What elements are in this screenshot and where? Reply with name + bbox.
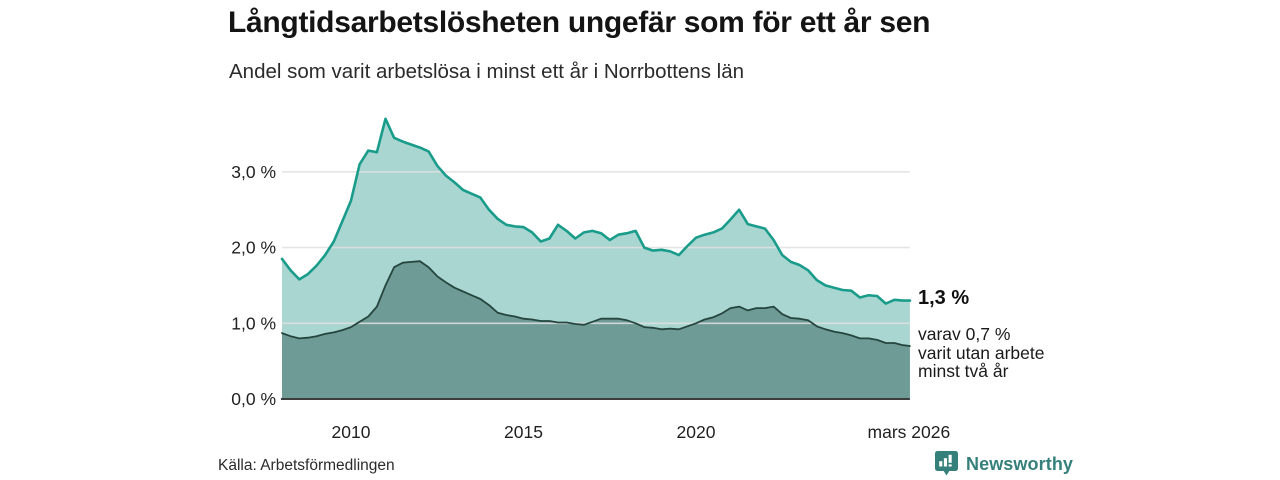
y-tick-label: 1,0 % bbox=[231, 313, 276, 333]
x-tick-label: 2010 bbox=[332, 422, 371, 442]
newsworthy-logo[interactable]: Newsworthy bbox=[934, 450, 1073, 478]
x-tick-label: 2015 bbox=[504, 422, 543, 442]
x-tick-label: 2020 bbox=[677, 422, 716, 442]
latest-value-sublabel: varav 0,7 % varit utan arbete minst två … bbox=[918, 325, 1044, 381]
sublabel-line-2: varit utan arbete bbox=[918, 342, 1045, 363]
y-tick-label: 2,0 % bbox=[231, 238, 276, 258]
chart-subtitle: Andel som varit arbetslösa i minst ett å… bbox=[229, 60, 744, 83]
latest-value-label: 1,3 % bbox=[918, 287, 970, 309]
chart-title: Långtidsarbetslösheten ungefär som för e… bbox=[228, 6, 931, 39]
y-tick-label: 3,0 % bbox=[231, 162, 276, 182]
source-label: Källa: Arbetsförmedlingen bbox=[218, 457, 395, 474]
newsworthy-bubble-chart-icon bbox=[935, 451, 958, 476]
sublabel-line-3: minst två år bbox=[918, 361, 1009, 381]
x-tick-label: mars 2026 bbox=[868, 422, 951, 442]
y-tick-label: 0,0 % bbox=[231, 389, 276, 409]
sublabel-line-1: varav 0,7 % bbox=[918, 324, 1011, 344]
line-minst-tva-ar bbox=[281, 260, 911, 347]
area-fill-minst-tva-ar bbox=[282, 261, 910, 399]
line-minst-ett-ar bbox=[280, 117, 912, 305]
newsworthy-wordmark: Newsworthy bbox=[966, 453, 1074, 474]
